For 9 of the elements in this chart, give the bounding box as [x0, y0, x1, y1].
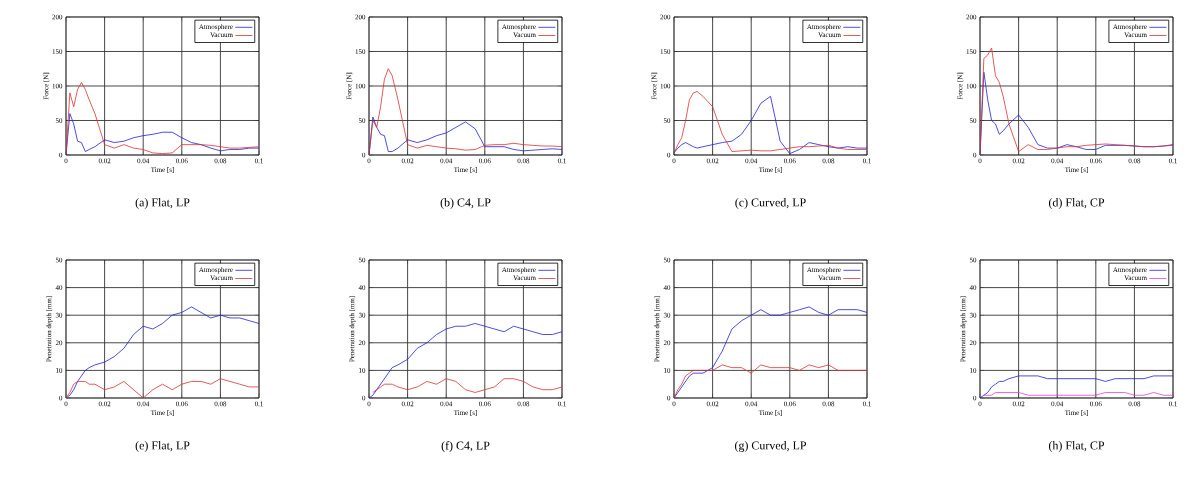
text: (e) Flat, LP [135, 441, 190, 452]
text: (a) Flat, LP [135, 198, 190, 209]
text: (g) Curved, LP [735, 441, 807, 452]
text: (d) Flat, CP [1048, 198, 1105, 209]
text: (h) Flat, CP [1048, 441, 1105, 452]
text: (b) C4, LP [440, 198, 491, 209]
text: (c) Curved, LP [735, 198, 806, 209]
line-series [66, 113, 259, 155]
text: (f) C4, LP [441, 441, 490, 453]
